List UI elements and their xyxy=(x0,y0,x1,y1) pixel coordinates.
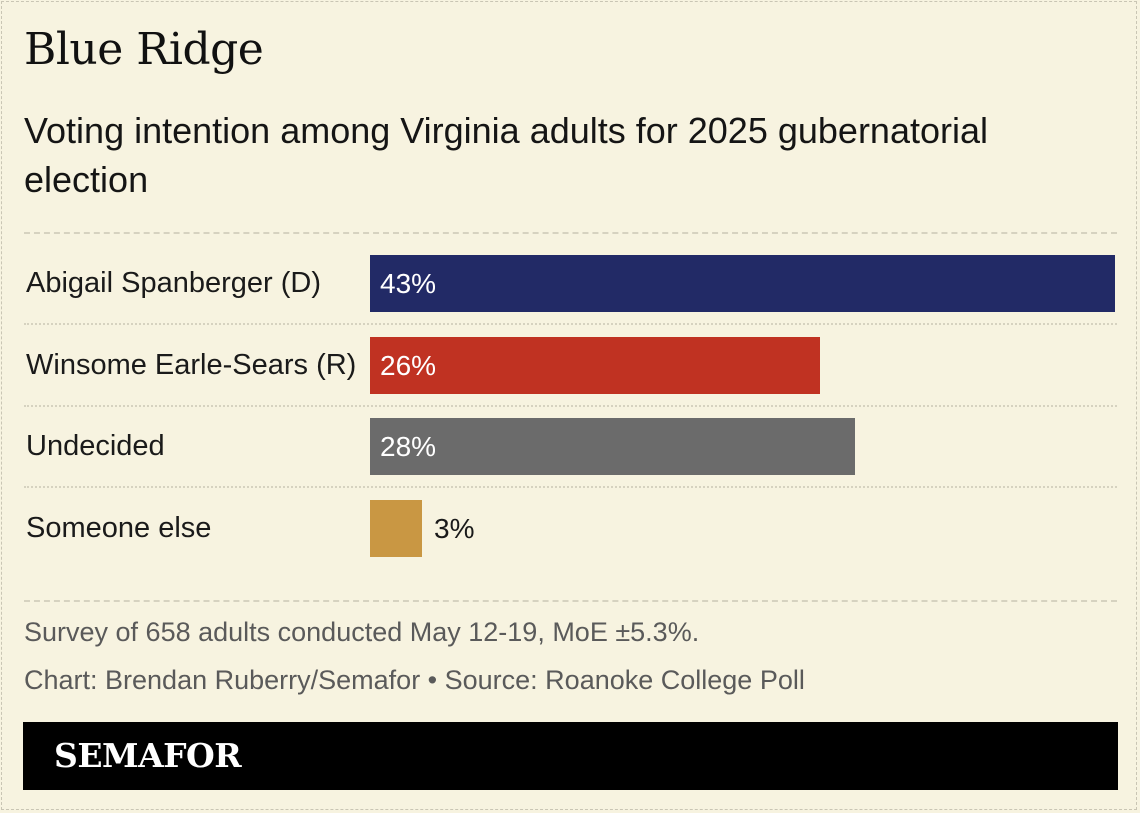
category-label-someone-else: Someone else xyxy=(26,511,212,544)
chart-title: Blue Ridge xyxy=(24,24,264,75)
category-label-winsome-earle-sears-r: Winsome Earle-Sears (R) xyxy=(26,348,357,381)
bar-abigail-spanberger-d xyxy=(370,255,1115,312)
value-label-undecided: 28% xyxy=(380,431,437,462)
notes-divider xyxy=(24,600,1117,602)
category-label-undecided: Undecided xyxy=(26,430,165,462)
header-divider xyxy=(24,232,1117,234)
bar-winsome-earle-sears-r xyxy=(370,336,820,394)
row-divider xyxy=(24,486,1117,488)
footer-bar: SEMAFOR xyxy=(23,722,1118,790)
row-divider xyxy=(24,405,1117,407)
row-divider xyxy=(24,323,1117,325)
value-label-winsome-earle-sears-r: 26% xyxy=(380,349,437,381)
chart-subtitle: Voting intention among Virginia adults f… xyxy=(24,110,989,200)
bar-undecided xyxy=(370,418,855,475)
value-label-abigail-spanberger-d: 43% xyxy=(380,268,437,299)
bar-someone-else xyxy=(370,499,422,557)
semafor-logo: SEMAFOR xyxy=(54,736,242,775)
value-label-someone-else: 3% xyxy=(434,512,475,544)
survey-note: Survey of 658 adults conducted May 12-19… xyxy=(24,617,700,647)
source-credit: Chart: Brendan Ruberry/Semafor • Source:… xyxy=(24,665,805,695)
category-label-abigail-spanberger-d: Abigail Spanberger (D) xyxy=(26,267,321,299)
